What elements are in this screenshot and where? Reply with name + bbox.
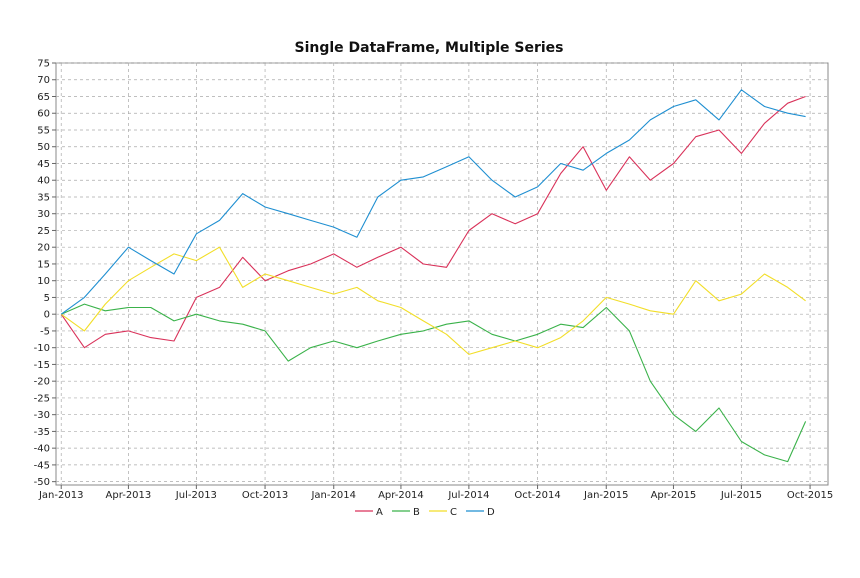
axis-ticks: 757065605550454035302520151050-5-10-15-2… bbox=[34, 59, 834, 502]
legend: A B C D bbox=[355, 507, 495, 518]
y-tick-label: -50 bbox=[34, 477, 50, 488]
x-tick-label: Apr-2014 bbox=[378, 490, 424, 501]
y-tick-label: 15 bbox=[37, 259, 50, 270]
y-tick-label: -15 bbox=[34, 360, 50, 371]
y-tick-label: 25 bbox=[37, 226, 50, 237]
x-tick-label: Jul-2015 bbox=[720, 490, 762, 501]
x-tick-label: Jul-2014 bbox=[447, 490, 489, 501]
x-tick-label: Jan-2013 bbox=[38, 490, 83, 501]
plot-area bbox=[55, 62, 829, 486]
x-tick-label: Oct-2014 bbox=[514, 490, 560, 501]
y-tick-label: 50 bbox=[37, 142, 50, 153]
y-tick-label: 10 bbox=[37, 276, 50, 287]
x-tick-label: Apr-2015 bbox=[651, 490, 697, 501]
legend-label-C: C bbox=[450, 507, 457, 518]
y-tick-label: 5 bbox=[44, 293, 50, 304]
legend-label-D: D bbox=[487, 507, 495, 518]
series-line-A bbox=[60, 95, 806, 349]
x-tick-label: Jan-2015 bbox=[583, 490, 628, 501]
y-tick-label: -25 bbox=[34, 393, 50, 404]
series-line-C bbox=[60, 246, 806, 355]
y-tick-label: -20 bbox=[34, 377, 50, 388]
series-lines bbox=[60, 89, 807, 463]
chart-title: Single DataFrame, Multiple Series bbox=[294, 40, 563, 56]
y-tick-label: 30 bbox=[37, 209, 50, 220]
series-line-D bbox=[60, 89, 806, 315]
y-tick-label: 0 bbox=[44, 310, 50, 321]
y-tick-label: 45 bbox=[37, 159, 50, 170]
x-tick-label: Oct-2015 bbox=[787, 490, 833, 501]
legend-label-B: B bbox=[413, 507, 420, 518]
y-tick-label: 55 bbox=[37, 125, 50, 136]
y-tick-label: -30 bbox=[34, 410, 50, 421]
y-tick-label: -10 bbox=[34, 343, 50, 354]
y-tick-label: 35 bbox=[37, 192, 50, 203]
y-tick-label: -35 bbox=[34, 427, 50, 438]
grid-lines bbox=[56, 62, 828, 485]
y-tick-label: -45 bbox=[34, 460, 50, 471]
y-tick-label: 65 bbox=[37, 92, 50, 103]
y-tick-label: 40 bbox=[37, 176, 50, 187]
x-tick-label: Apr-2013 bbox=[106, 490, 152, 501]
y-tick-label: 60 bbox=[37, 109, 50, 120]
legend-label-A: A bbox=[376, 507, 383, 518]
y-tick-label: 70 bbox=[37, 75, 50, 86]
x-tick-label: Jul-2013 bbox=[175, 490, 217, 501]
y-tick-label: -40 bbox=[34, 444, 50, 455]
y-tick-label: 20 bbox=[37, 243, 50, 254]
y-tick-label: -5 bbox=[40, 326, 50, 337]
y-tick-label: 75 bbox=[37, 59, 50, 70]
x-tick-label: Oct-2013 bbox=[242, 490, 288, 501]
x-tick-label: Jan-2014 bbox=[310, 490, 355, 501]
